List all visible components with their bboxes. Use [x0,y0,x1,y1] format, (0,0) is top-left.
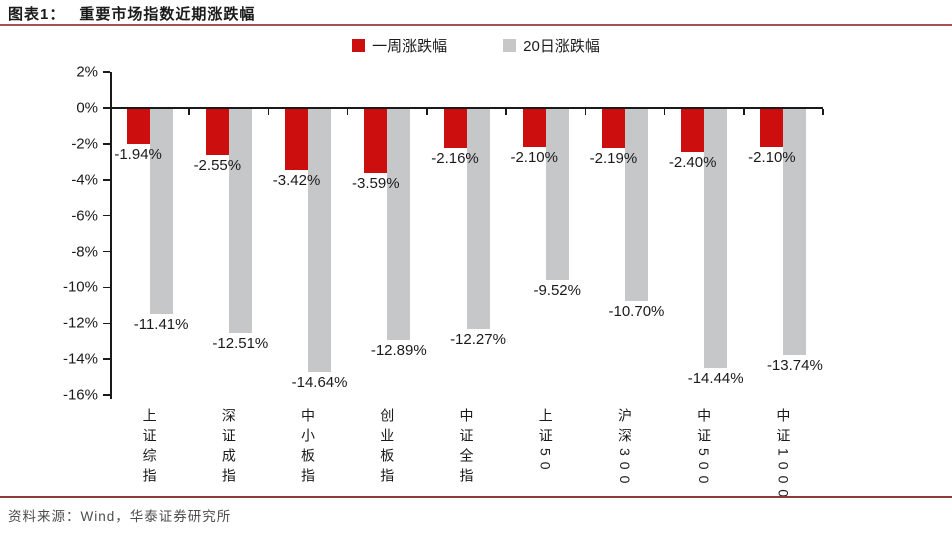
bar-20day [387,109,411,341]
x-category-label: 深证成指 [220,408,237,488]
bar-value-label-week: -2.10% [748,148,796,166]
legend-swatch-week [352,39,366,52]
bar-week [760,109,784,147]
bar-week [205,109,229,155]
bar-value-label-20day: -10.70% [608,302,665,320]
y-tick-mark [103,143,110,145]
legend-item-20day: 20日涨跌幅 [503,35,600,56]
y-tick-mark [103,107,110,109]
x-axis-tick-mark [822,109,824,115]
x-axis-tick-mark [663,109,666,115]
y-tick-label: 0% [76,99,98,117]
y-tick-label: -6% [71,207,98,225]
bar-value-label-week: -2.10% [510,148,558,166]
bar-value-label-week: -1.94% [114,145,162,163]
bar-20day [545,109,569,280]
legend-item-week: 一周涨跌幅 [352,35,447,56]
y-tick-label: -8% [71,243,98,261]
footer-separator-line [0,496,952,498]
bar-week [443,109,467,148]
x-category-label: 创业板指 [379,408,396,488]
y-tick-mark [103,71,110,73]
y-tick-label: -16% [62,386,98,404]
y-tick-label: -4% [71,171,98,189]
bar-20day [783,109,807,356]
bar-value-label-20day: -11.41% [133,315,189,333]
bar-20day [704,109,728,369]
x-axis-tick-mark [584,109,587,115]
chart-legend: 一周涨跌幅 20日涨跌幅 [0,35,952,56]
x-category-label: 上证50 [537,408,554,476]
y-tick-label: -14% [62,350,98,368]
chart-title-text: 重要市场指数近期涨跌幅 [79,6,256,23]
x-axis-tick-mark [346,109,349,115]
y-tick-mark [103,250,110,253]
bar-value-label-20day: -9.52% [533,281,581,299]
x-axis-tick-mark [743,109,745,115]
bar-value-label-week: -2.19% [589,150,638,168]
bar-value-label-20day: -12.27% [450,331,506,349]
x-category-label: 中小板指 [300,408,317,488]
source-note: 资料来源：Wind，华泰证券研究所 [8,509,232,524]
y-tick-mark [103,322,110,325]
bar-value-label-week: -2.55% [193,156,242,174]
chart-title: 图表1： 重要市场指数近期涨跌幅 [8,3,255,24]
legend-swatch-20day [503,39,517,52]
title-separator-line [0,24,952,26]
legend-label-week: 一周涨跌幅 [372,38,448,55]
y-tick-mark [103,179,110,181]
bar-week [126,109,150,144]
y-tick-label: -2% [71,135,98,153]
y-axis-line [110,72,112,399]
bar-week [285,109,309,171]
x-axis-zero-line [110,106,823,110]
bar-value-label-20day: -12.51% [212,335,269,353]
y-tick-label: -10% [62,278,98,296]
y-tick-label: 2% [76,63,98,81]
x-category-label: 中证1000 [775,408,792,504]
y-tick-label: -12% [62,314,98,332]
bar-week [601,109,625,149]
y-tick-mark [103,394,110,396]
bar-value-label-week: -2.40% [668,154,717,172]
bar-20day [228,109,252,334]
y-tick-mark [103,286,110,289]
bar-20day [624,109,648,301]
bar-20day [308,109,332,372]
bar-value-label-week: -3.59% [352,175,400,193]
y-tick-mark [103,358,110,360]
bar-value-label-20day: -14.64% [291,373,348,391]
bar-20day [149,109,173,314]
x-category-label: 沪深300 [616,408,633,490]
bar-value-label-20day: -12.89% [370,342,427,360]
bar-value-label-20day: -13.74% [766,357,823,375]
x-category-label: 上证综指 [141,408,158,488]
bar-week [522,109,546,147]
x-axis-tick-mark [505,109,507,115]
legend-label-20day: 20日涨跌幅 [523,38,600,55]
x-category-label: 中证500 [696,408,713,490]
chart-title-prefix: 图表1： [8,6,66,23]
x-axis-tick-mark [188,109,190,115]
bar-20day [466,109,490,330]
bar-value-label-week: -2.16% [431,149,479,167]
bar-value-label-20day: -14.44% [687,370,744,388]
x-axis-tick-mark [267,109,270,115]
bar-value-label-week: -3.42% [272,172,321,190]
bar-week [364,109,388,174]
y-tick-mark [103,214,110,217]
bar-week [681,109,705,153]
x-axis-tick-mark [426,109,428,115]
x-category-label: 中证全指 [458,408,475,488]
